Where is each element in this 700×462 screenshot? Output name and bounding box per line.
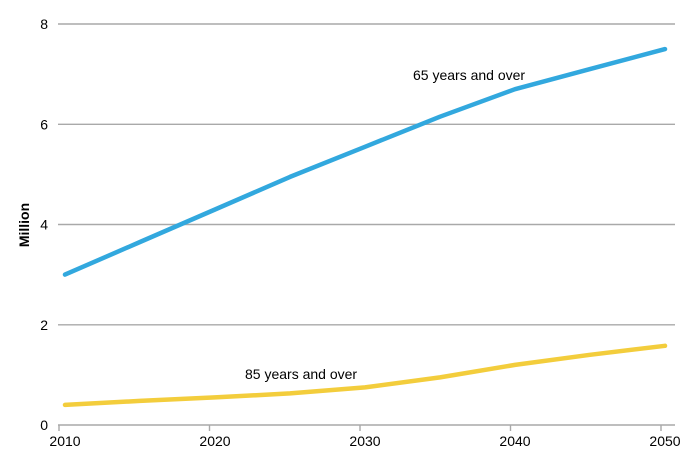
y-axis-title: Million xyxy=(16,203,32,247)
y-tick-label: 6 xyxy=(40,116,48,132)
x-tick-label: 2030 xyxy=(349,433,380,449)
y-tick-label: 2 xyxy=(40,317,48,333)
y-tick-label: 4 xyxy=(40,217,48,233)
x-tick-label: 2010 xyxy=(49,433,80,449)
y-tick-label: 8 xyxy=(40,16,48,32)
x-tick-label: 2040 xyxy=(499,433,530,449)
series-line-85-years-and-over xyxy=(62,343,668,408)
x-tick-label: 2050 xyxy=(649,433,680,449)
series-line-65-years-and-over xyxy=(62,46,668,277)
x-tick-label: 2020 xyxy=(199,433,230,449)
axes-layer: 0 2 4 6 8 2010 2020 2030 2040 2050 xyxy=(40,16,681,449)
series-label-65-years-and-over: 65 years and over xyxy=(413,67,525,83)
series-layer xyxy=(62,46,668,408)
gridlines-layer xyxy=(58,23,675,426)
y-tick-label: 0 xyxy=(40,417,48,433)
series-label-85-years-and-over: 85 years and over xyxy=(245,366,357,382)
